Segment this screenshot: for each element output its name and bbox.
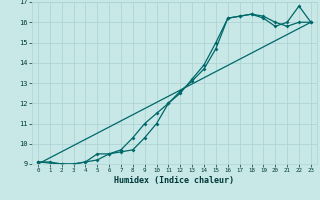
X-axis label: Humidex (Indice chaleur): Humidex (Indice chaleur) [115, 176, 234, 185]
